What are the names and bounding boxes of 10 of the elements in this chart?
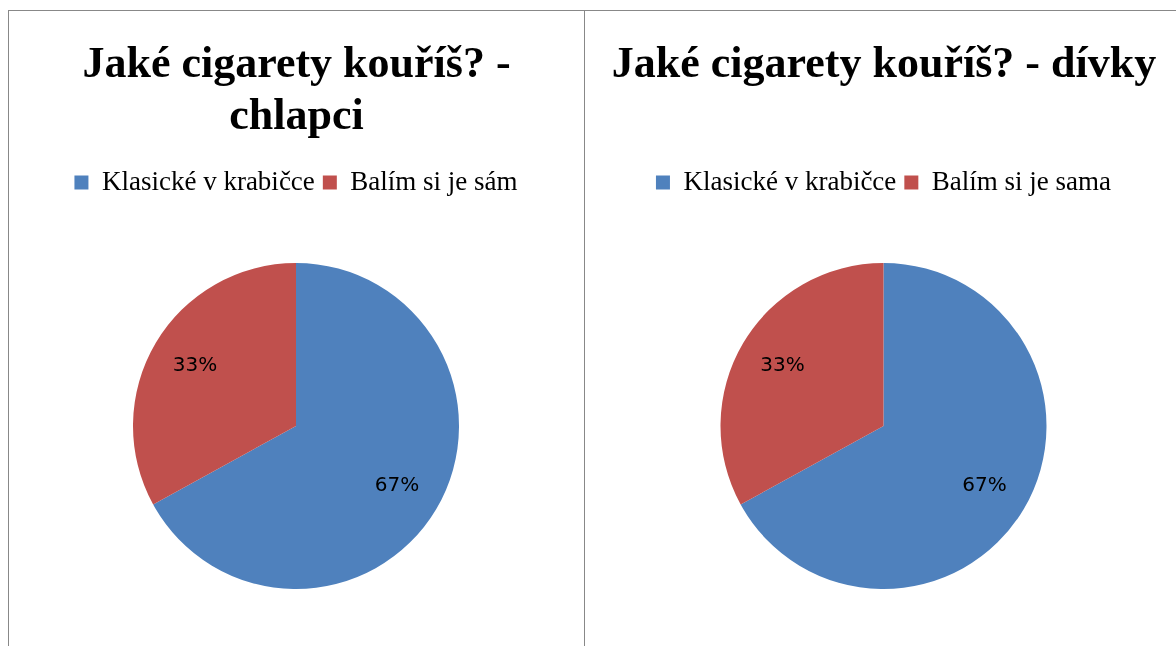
data-label: 33% — [172, 352, 218, 377]
chart-title: Jaké cigarety kouříš? - dívky — [610, 37, 1158, 89]
legend-label: Klasické v krabičce — [101, 165, 315, 196]
data-label: 67% — [374, 471, 420, 496]
legend-label: Balím si je sám — [350, 165, 518, 196]
data-label: 67% — [962, 471, 1007, 496]
legend-label: Balím si je sama — [931, 165, 1112, 196]
legend-label: Klasické v krabičce — [683, 165, 897, 196]
data-label: 33% — [760, 352, 805, 377]
chart-title: Jaké cigarety kouříš? - chlapci — [81, 37, 512, 141]
